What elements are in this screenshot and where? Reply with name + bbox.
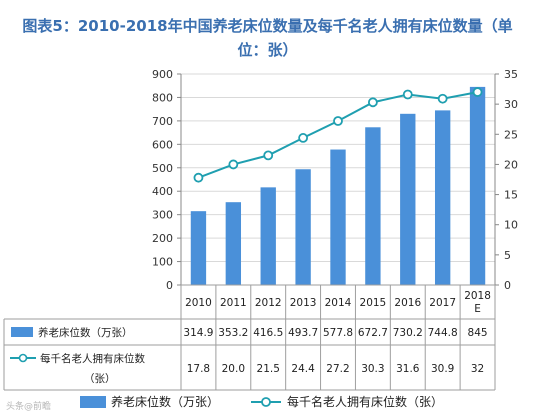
legend-key-marker [261,397,271,407]
chart-title-line1: 图表5：2010-2018年中国养老床位数量及每千名老人拥有床位数量（单 [22,17,513,35]
bar-data-label: 416.5 [253,327,283,339]
x-tick-label: 2016 [394,297,421,309]
y-right-tick-label: 10 [504,219,518,232]
table-row-label-line-unit: （张） [84,373,116,385]
bar-data-label: 577.8 [323,327,353,339]
x-tick-label: 2017 [429,297,456,309]
legend-label-bar: 养老床位数（万张） [111,394,219,409]
x-tick-label: 2018 E [464,290,491,315]
line-data-label: 24.4 [291,363,315,375]
bar [434,110,451,286]
line-point [472,87,483,97]
line-data-label: 17.8 [187,363,210,375]
y-right-tick-label: 20 [504,158,518,171]
bar [469,86,486,286]
table-legend-key-bar [11,327,33,337]
bar [330,149,346,285]
line-data-label: 31.6 [396,363,420,375]
x-tick-label: 2015 [360,297,387,309]
y-right-tick-label: 5 [504,249,511,262]
line-point [333,116,343,126]
chart-title-line2: 位：张） [237,41,298,59]
bar-data-label: 744.8 [428,327,458,339]
legend-label-line: 每千名老人拥有床位数（张） [287,394,443,409]
table-legend-key-marker [18,353,28,363]
line-data-label: 30.9 [431,363,454,375]
y-right-tick-label: 25 [504,128,518,141]
y-left-tick-label: 300 [152,209,173,222]
bar [260,187,276,285]
bar-data-label: 353.2 [218,327,248,339]
x-tick-label: 2012 [255,297,282,309]
y-left-tick-label: 0 [166,279,173,292]
y-right-tick-label: 30 [504,98,518,111]
bar [400,113,416,285]
chart-title: 图表5：2010-2018年中国养老床位数量及每千名老人拥有床位数量（单 位：张… [0,14,535,62]
line-point [193,172,204,183]
table-row-label-line: 每千名老人拥有床位数 [40,352,145,365]
bar [225,202,242,285]
bar-data-label: 845 [468,327,488,339]
legend-key-bar [80,396,106,408]
bar-data-label: 314.9 [183,327,213,339]
bar-data-label: 493.7 [288,327,318,339]
line-data-label: 32 [471,363,484,375]
y-right-tick-label: 0 [504,279,511,292]
x-tick-label: 2013 [290,297,317,309]
line-data-label: 30.3 [361,363,384,375]
x-tick-label: 2010 [185,297,212,309]
x-tick-label: 2011 [220,297,247,309]
table-row-label-bar: 养老床位数（万张） [38,326,133,339]
y-left-tick-label: 800 [152,91,173,104]
line-point [437,93,448,104]
y-right-tick-label: 15 [504,189,518,202]
line-point [298,133,309,143]
line-data-label: 27.2 [326,363,349,375]
bar [295,169,311,285]
y-left-tick-label: 500 [152,162,173,175]
y-right-tick-label: 35 [504,68,518,81]
bar [190,211,207,285]
x-tick-label: 2014 [325,297,352,309]
bar-data-label: 672.7 [358,327,388,339]
line-point [263,150,274,161]
y-left-tick-label: 900 [152,68,173,81]
line-point [228,159,239,170]
watermark: 头条@前瞻 [6,402,52,412]
line-data-label: 20.0 [222,363,245,375]
line-point [402,89,413,100]
y-left-tick-label: 100 [152,256,173,269]
y-left-tick-label: 200 [152,232,173,245]
y-left-tick-label: 600 [152,138,173,151]
line-data-label: 21.5 [257,363,280,375]
bar-data-label: 730.2 [393,327,423,339]
bar [365,127,381,286]
y-left-tick-label: 400 [152,185,173,198]
y-left-tick-label: 700 [152,115,173,128]
line-point [367,97,378,108]
